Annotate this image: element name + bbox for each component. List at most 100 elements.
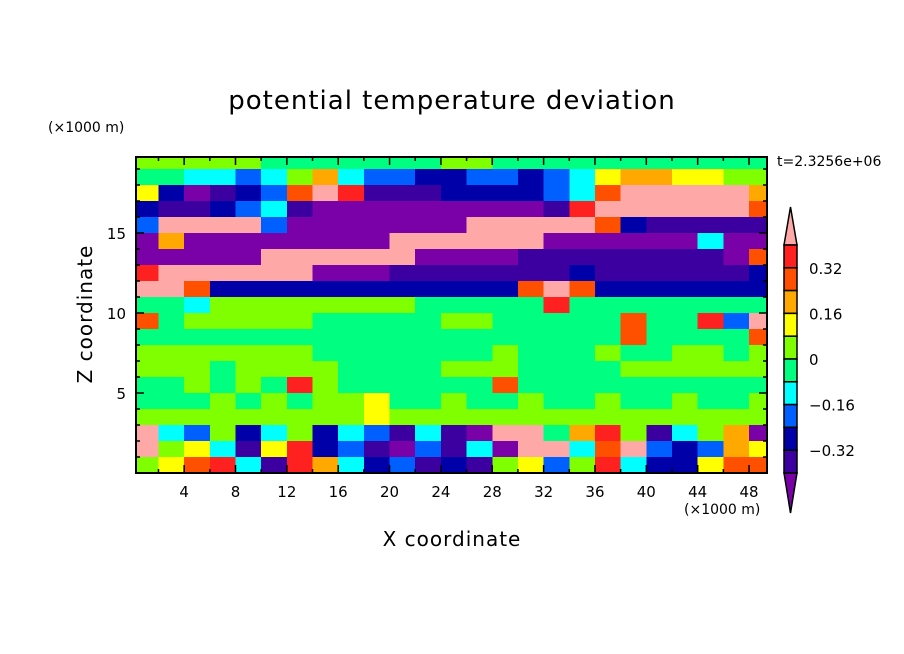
contour-cell [158,265,185,282]
contour-cell [209,345,236,362]
contour-cell [286,361,314,378]
contour-cell [723,393,750,410]
contour-cell [209,409,236,426]
contour-cell [492,457,519,473]
contour-cell [749,393,767,410]
contour-cell [723,361,750,378]
contour-cell [286,425,314,442]
contour-cell [312,281,339,298]
contour-cell [543,425,570,442]
contour-cell [492,217,519,234]
contour-cell [749,361,767,378]
contour-cell [261,281,288,298]
contour-cell [261,393,288,410]
contour-cell [646,425,673,442]
contour-cell [338,377,365,394]
contour-cell [286,265,314,282]
contour-cell [749,297,767,314]
contour-cell [697,425,724,442]
contour-cell [209,185,236,202]
contour-cell [620,265,647,282]
contour-cell [389,329,416,346]
contour-cell [312,297,339,314]
contour-cell [184,281,211,298]
contour-cell [517,297,545,314]
contour-cell [209,457,236,473]
contour-cell [184,409,211,426]
contour-cell [517,201,545,218]
contour-cell [209,361,236,378]
contour-cell [646,457,673,473]
contour-cell [312,361,339,378]
contour-cell [415,185,442,202]
contour-cell [492,249,519,266]
contour-cell [415,441,442,458]
colorbar-box [783,426,798,451]
contour-cell [261,425,288,442]
contour-cell [492,169,519,186]
contour-cell [389,185,416,202]
contour-cell [492,185,519,202]
contour-cell [594,377,622,394]
contour-cell [697,329,724,346]
colorbar-box [783,267,798,292]
contour-cell [261,249,288,266]
contour-cell [184,157,211,170]
contour-cell [749,345,767,362]
contour-cell [466,281,493,298]
contour-cell [338,157,365,170]
contour-cell [338,217,365,234]
contour-cell [697,361,724,378]
colorbar-label: 0.16 [809,305,842,323]
contour-cell [235,201,262,218]
contour-cell [184,345,211,362]
contour-cell [235,185,262,202]
contour-cell [261,157,288,170]
contour-cell [363,441,391,458]
contour-cell [235,233,262,250]
contour-cell [209,201,236,218]
contour-cell [594,457,622,473]
contour-cell [466,265,493,282]
contour-cell [723,329,750,346]
contour-cell [312,157,339,170]
contour-cell [517,157,545,170]
contour-cell [646,361,673,378]
contour-cell [158,345,185,362]
x-tick-label: 8 [231,483,241,501]
contour-cell [184,169,211,186]
contour-cell [671,281,699,298]
contour-cell [594,345,622,362]
contour-cell [697,185,724,202]
contour-cell [620,233,647,250]
contour-cell [440,233,468,250]
contour-cell [184,377,211,394]
contour-cell [184,329,211,346]
contour-cell [286,345,314,362]
contour-cell [389,441,416,458]
contour-cell [749,201,767,218]
contour-cell [312,425,339,442]
contour-cell [646,345,673,362]
contour-cell [569,377,596,394]
contour-cell [235,377,262,394]
contour-cell [136,297,159,314]
contour-cell [620,217,647,234]
contour-cell [569,157,596,170]
colorbar-box [783,312,798,337]
contour-cell [517,313,545,330]
contour-cell [440,441,468,458]
contour-cell [415,345,442,362]
contour-cell [389,233,416,250]
contour-cell [723,185,750,202]
contour-cell [620,185,647,202]
contour-cell [184,201,211,218]
contour-cell [671,297,699,314]
contour-cell [136,329,159,346]
contour-cell [136,345,159,362]
contour-cell [440,377,468,394]
contour-cell [517,409,545,426]
contour-cell [466,185,493,202]
contour-cell [749,217,767,234]
contour-cell [594,157,622,170]
